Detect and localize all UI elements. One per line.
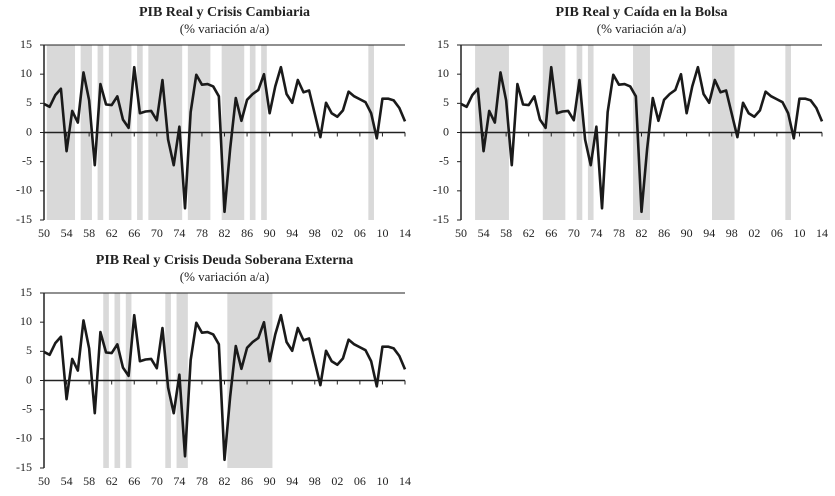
chart-title: PIB Real y Crisis Deuda Soberana Externa — [96, 253, 353, 268]
x-tick-label: 10 — [793, 226, 805, 240]
chart-subtitle: (% variación a/a) — [180, 21, 270, 36]
chart-title: PIB Real y Crisis Cambiaria — [139, 5, 310, 20]
x-tick-label: 78 — [196, 226, 208, 240]
y-tick-label: 15 — [437, 37, 449, 51]
x-tick-label: 82 — [636, 226, 648, 240]
x-tick-label: 94 — [703, 226, 715, 240]
x-tick-label: 66 — [545, 226, 557, 240]
y-tick-label: -15 — [433, 212, 449, 226]
y-tick-label: -5 — [22, 401, 32, 415]
x-tick-label: 58 — [500, 226, 512, 240]
y-tick-label: 10 — [437, 66, 449, 80]
x-tick-label: 74 — [173, 226, 185, 240]
y-tick-label: -10 — [433, 183, 449, 197]
chart-panel: PIB Real y Crisis Cambiaria(% variación … — [16, 5, 411, 240]
x-tick-label: 62 — [106, 474, 118, 488]
y-tick-label: -15 — [16, 460, 32, 474]
x-tick-label: 66 — [128, 226, 140, 240]
x-tick-label: 54 — [478, 226, 490, 240]
x-tick-label: 98 — [309, 474, 321, 488]
x-tick-label: 06 — [354, 226, 366, 240]
y-tick-label: -10 — [16, 431, 32, 445]
x-tick-label: 50 — [38, 474, 50, 488]
data-line — [43, 65, 407, 214]
x-tick-label: 74 — [590, 226, 602, 240]
x-tick-label: 86 — [241, 474, 253, 488]
x-tick-label: 94 — [286, 226, 298, 240]
y-tick-label: -10 — [16, 183, 32, 197]
y-tick-label: -5 — [439, 153, 449, 167]
y-tick-label: 0 — [26, 372, 32, 386]
chart-subtitle: (% variación a/a) — [597, 21, 687, 36]
y-tick-label: 5 — [26, 343, 32, 357]
y-tick-label: 5 — [443, 95, 449, 109]
chart-panel: PIB Real y Caída en la Bolsa(% variación… — [433, 5, 828, 240]
y-tick-label: 10 — [20, 66, 32, 80]
y-tick-label: 0 — [443, 124, 449, 138]
y-tick-label: 10 — [20, 314, 32, 328]
x-tick-label: 94 — [286, 474, 298, 488]
x-tick-label: 90 — [264, 226, 276, 240]
x-tick-label: 78 — [196, 474, 208, 488]
x-tick-label: 14 — [399, 474, 411, 488]
x-tick-label: 50 — [455, 226, 467, 240]
x-tick-label: 02 — [331, 474, 343, 488]
chart-title: PIB Real y Caída en la Bolsa — [556, 5, 728, 20]
x-tick-label: 54 — [61, 226, 73, 240]
y-tick-label: 0 — [26, 124, 32, 138]
x-tick-label: 06 — [354, 474, 366, 488]
x-tick-label: 14 — [399, 226, 411, 240]
x-tick-label: 62 — [106, 226, 118, 240]
x-tick-label: 02 — [748, 226, 760, 240]
x-tick-label: 14 — [816, 226, 828, 240]
x-tick-label: 54 — [61, 474, 73, 488]
x-tick-label: 90 — [264, 474, 276, 488]
chart-subtitle: (% variación a/a) — [180, 269, 270, 284]
x-tick-label: 70 — [151, 474, 163, 488]
y-tick-label: -5 — [22, 153, 32, 167]
x-tick-label: 98 — [309, 226, 321, 240]
x-tick-label: 90 — [681, 226, 693, 240]
x-tick-label: 82 — [219, 226, 231, 240]
chart-panel: PIB Real y Crisis Deuda Soberana Externa… — [16, 253, 411, 488]
x-tick-label: 10 — [376, 226, 388, 240]
x-tick-label: 58 — [83, 226, 95, 240]
y-tick-label: 15 — [20, 285, 32, 299]
x-tick-label: 98 — [726, 226, 738, 240]
y-tick-label: 5 — [26, 95, 32, 109]
x-tick-label: 86 — [658, 226, 670, 240]
x-tick-label: 70 — [568, 226, 580, 240]
x-tick-label: 62 — [523, 226, 535, 240]
x-tick-label: 58 — [83, 474, 95, 488]
x-tick-label: 02 — [331, 226, 343, 240]
x-tick-label: 06 — [771, 226, 783, 240]
y-tick-label: -15 — [16, 212, 32, 226]
y-tick-label: 15 — [20, 37, 32, 51]
x-tick-label: 86 — [241, 226, 253, 240]
x-tick-label: 78 — [613, 226, 625, 240]
x-tick-label: 70 — [151, 226, 163, 240]
data-line — [43, 313, 407, 462]
x-tick-label: 10 — [376, 474, 388, 488]
data-line — [460, 65, 824, 214]
x-tick-label: 66 — [128, 474, 140, 488]
x-tick-label: 74 — [173, 474, 185, 488]
x-tick-label: 82 — [219, 474, 231, 488]
x-tick-label: 50 — [38, 226, 50, 240]
